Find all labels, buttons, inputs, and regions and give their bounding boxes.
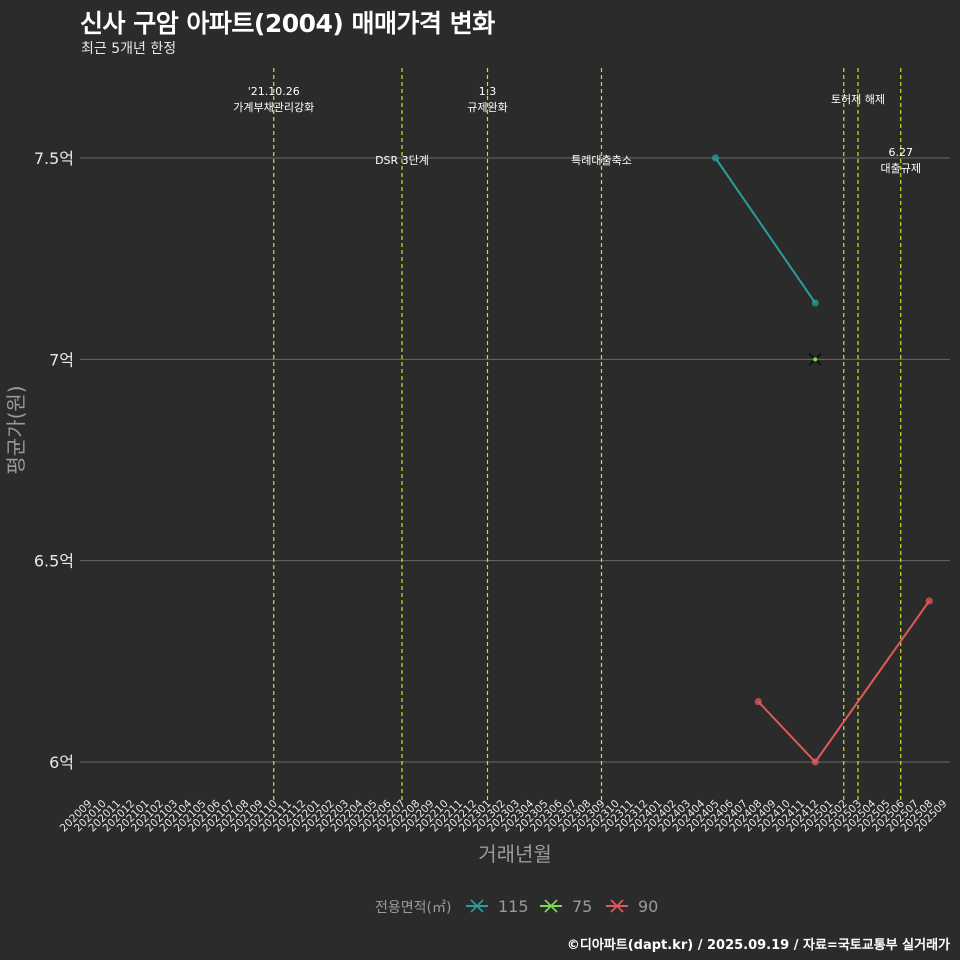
legend: 전용면적(㎡) 115 75 90: [375, 897, 658, 916]
series-line-90: [757, 600, 931, 764]
legend-swatch-cross: [470, 899, 484, 913]
legend-swatch-cross: [544, 899, 558, 913]
x-axis-title: 거래년월: [478, 842, 552, 866]
event-label: DSR 3단계: [375, 154, 429, 167]
legend-entry-75: 75: [572, 897, 592, 916]
y-tick-label: 7.5억: [34, 149, 74, 168]
event-label: 특례대출축소: [571, 154, 632, 167]
data-point-90: [754, 698, 762, 706]
data-point-90: [811, 758, 819, 766]
legend-entry-90: 90: [638, 897, 658, 916]
event-label: 1.3: [479, 85, 497, 98]
data-point-dot-75: [813, 357, 818, 362]
event-label: 토허제 해제: [831, 92, 885, 106]
y-tick-label: 7억: [49, 350, 74, 369]
y-tick-label: 6.5억: [34, 552, 74, 571]
data-point-115: [811, 299, 819, 307]
event-label: 가계부채관리강화: [233, 101, 314, 114]
y-axis-title: 평균가(원): [4, 385, 28, 474]
legend-entry-115: 115: [498, 897, 529, 916]
series-line-115: [714, 157, 817, 304]
event-label: '21.10.26: [248, 85, 300, 98]
chart-subtitle: 최근 5개년 한정: [81, 41, 177, 57]
legend-swatch-cross: [610, 899, 624, 913]
legend-title: 전용면적(㎡): [375, 900, 451, 916]
data-point-90: [925, 597, 933, 605]
source-caption: ©디아파트(dapt.kr) / 2025.09.19 / 자료=국토교통부 실…: [566, 938, 950, 953]
series-layer: [711, 154, 933, 766]
event-label: 6.27: [889, 146, 914, 159]
axis-layer: 6억6.5억7억7.5억2020092020102020112020122021…: [4, 149, 950, 866]
event-label: 규제완화: [467, 101, 507, 114]
chart-title: 신사 구암 아파트(2004) 매매가격 변화: [80, 9, 495, 38]
grid-layer: [80, 157, 950, 763]
event-label: 대출규제: [881, 162, 921, 175]
data-point-115: [711, 154, 720, 162]
y-tick-label: 6억: [49, 753, 74, 772]
